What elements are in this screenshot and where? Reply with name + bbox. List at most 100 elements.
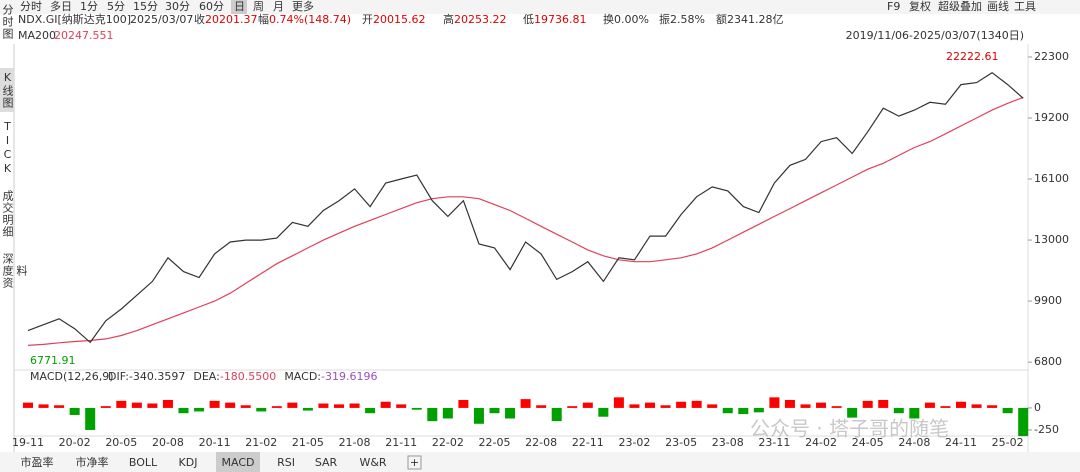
period-button[interactable]: 1分 [80, 0, 98, 13]
macd-stat-label: MACD: [284, 370, 321, 383]
y-tick-label: 16100 [1034, 172, 1069, 185]
macd-bar [287, 402, 298, 408]
x-tick-label: 22-02 [432, 436, 464, 449]
x-tick-label: 21-05 [292, 436, 324, 449]
macd-bar [660, 405, 671, 408]
x-tick-label: 24-11 [945, 436, 977, 449]
macd-stat-value: -319.6196 [321, 370, 377, 383]
macd-bar [691, 400, 702, 408]
macd-bar [847, 407, 858, 418]
tab[interactable]: W&R [359, 456, 386, 469]
stat-label: 收 [194, 12, 205, 26]
x-tick-label: 24-08 [898, 436, 930, 449]
period-button[interactable]: 60分 [199, 0, 224, 13]
period-button[interactable]: 分时 [20, 0, 42, 13]
x-tick-label: 20-11 [199, 436, 231, 449]
tool-button[interactable]: F9 [887, 0, 900, 13]
period-button[interactable]: 月 [273, 0, 284, 13]
x-tick-label: 23-05 [665, 436, 697, 449]
macd-bar [940, 406, 951, 408]
macd-stat-label: DEA: [193, 370, 219, 383]
macd-stat-label: DIF: [108, 370, 129, 383]
macd-bar [676, 401, 687, 408]
stat-label: 振 [659, 12, 670, 26]
period-button[interactable]: 30分 [165, 0, 190, 13]
y-tick-label: 19200 [1034, 111, 1069, 124]
stat-label: 额 [716, 13, 727, 26]
macd-bar [520, 399, 531, 408]
sidebar-item[interactable]: 深度资料 [1, 253, 28, 289]
tool-button[interactable]: 超级叠加 [938, 0, 982, 13]
tool-button[interactable]: 工具 [1014, 0, 1036, 13]
stat-label: 低 [523, 13, 534, 26]
y-tick-label: 9900 [1034, 294, 1062, 307]
macd-bar [349, 403, 360, 408]
macd-bar [69, 407, 80, 415]
range: 2019/11/06-2025/03/07(1340日) [846, 29, 1024, 42]
ma-value: 20247.551 [54, 29, 114, 42]
tab[interactable]: SAR [315, 456, 338, 469]
period-button[interactable]: 日 [234, 0, 245, 13]
macd-title: MACD(12,26,9) [30, 370, 114, 383]
x-tick-label: 21-02 [245, 436, 277, 449]
sidebar-item[interactable]: 成交明细 [1, 189, 14, 238]
period-button[interactable]: 多日 [50, 0, 72, 13]
x-tick-label: 22-05 [479, 436, 511, 449]
x-tick-label: 23-11 [758, 436, 790, 449]
macd-bar [147, 403, 158, 408]
symbol: NDX.GI[纳斯达克100] [18, 13, 131, 26]
x-tick-label: 23-02 [618, 436, 650, 449]
sidebar-item[interactable]: K线图 [0, 68, 14, 112]
tab-bar [0, 452, 1080, 472]
tool-button[interactable]: 复权 [909, 0, 931, 13]
macd-tick-label: 0 [1034, 401, 1041, 414]
macd-bar [971, 404, 982, 408]
period-button[interactable]: 更多 [292, 0, 314, 13]
x-tick-label: 24-05 [852, 436, 884, 449]
macd-bar [271, 406, 282, 408]
y-tick-label: 6800 [1034, 355, 1062, 368]
macd-bar [645, 402, 655, 408]
macd-bar [427, 407, 438, 422]
x-tick-label: 21-11 [385, 436, 417, 449]
macd-bar [582, 402, 593, 408]
stat-value: 19736.81 [534, 13, 587, 26]
macd-bar [909, 407, 920, 419]
macd-bar [380, 401, 391, 408]
macd-bar [489, 407, 500, 414]
ma-line [27, 96, 1024, 346]
macd-bar [769, 397, 780, 408]
add-tab[interactable] [407, 455, 422, 470]
tab[interactable]: KDJ [179, 456, 198, 469]
tab[interactable]: 市净率 [76, 455, 109, 469]
period-button[interactable]: 5分 [107, 0, 125, 13]
sidebar-item[interactable]: 分时图 [1, 4, 14, 40]
low-annotation: 6771.91 [30, 354, 76, 367]
macd-tick-label: -250 [1034, 423, 1059, 436]
y-tick-label: 22300 [1034, 50, 1069, 63]
sidebar-item[interactable]: TICK [1, 120, 14, 176]
period-button[interactable]: 周 [253, 0, 264, 13]
macd-bar [753, 407, 764, 413]
tab[interactable]: MACD [222, 456, 255, 469]
period-button[interactable]: 15分 [133, 0, 158, 13]
macd-bar [194, 407, 205, 412]
stat-label: 幅 [258, 13, 269, 26]
stat-value: 20015.62 [373, 13, 426, 26]
toolbar-bg [0, 0, 1080, 14]
x-tick-label: 23-08 [712, 436, 744, 449]
tab[interactable]: 市盈率 [21, 455, 54, 469]
tool-button[interactable]: 画线 [987, 0, 1009, 13]
macd-bar [473, 407, 484, 424]
add-tab-icon[interactable]: + [410, 456, 419, 469]
macd-bar [302, 407, 313, 411]
tab[interactable]: BOLL [129, 456, 158, 469]
stat-value: 0.74%(148.74) [269, 13, 351, 26]
tab[interactable]: RSI [277, 456, 295, 469]
macd-bar [396, 404, 407, 408]
macd-bar [598, 407, 609, 417]
x-tick-label: 19-11 [12, 436, 44, 449]
macd-bar [334, 404, 344, 408]
ma-name: MA200 [18, 29, 56, 42]
